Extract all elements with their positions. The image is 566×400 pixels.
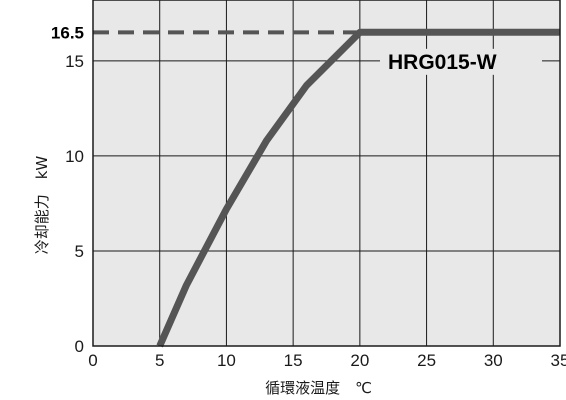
- x-tick-label-0: 0: [88, 351, 97, 370]
- y-tick-label-10: 10: [65, 147, 84, 166]
- series-label-background: [380, 48, 542, 75]
- x-tick-label-5: 5: [155, 351, 164, 370]
- y-tick-label-0: 0: [75, 337, 84, 356]
- x-tick-label-25: 25: [417, 351, 436, 370]
- tick-labels: 0 5 10 15 20 25 30 35 0 5 10 15: [65, 52, 566, 370]
- series-label-hrg015-w: HRG015-W: [388, 51, 497, 74]
- y-tick-label-15: 15: [65, 52, 84, 71]
- reference-line-label: 16.5: [51, 23, 84, 42]
- x-tick-label-10: 10: [217, 351, 236, 370]
- plot-frame: [92, 0, 561, 347]
- x-tick-label-15: 15: [284, 351, 303, 370]
- series-line-hrg015-w: [156, 28, 560, 348]
- x-tick-label-20: 20: [350, 351, 369, 370]
- y-axis-title: 冷却能力 kW: [33, 156, 51, 255]
- x-tick-label-35: 35: [551, 351, 566, 370]
- x-axis-title: 循環液温度 ℃: [265, 379, 372, 397]
- y-tick-label-5: 5: [75, 242, 84, 261]
- x-tick-label-30: 30: [484, 351, 503, 370]
